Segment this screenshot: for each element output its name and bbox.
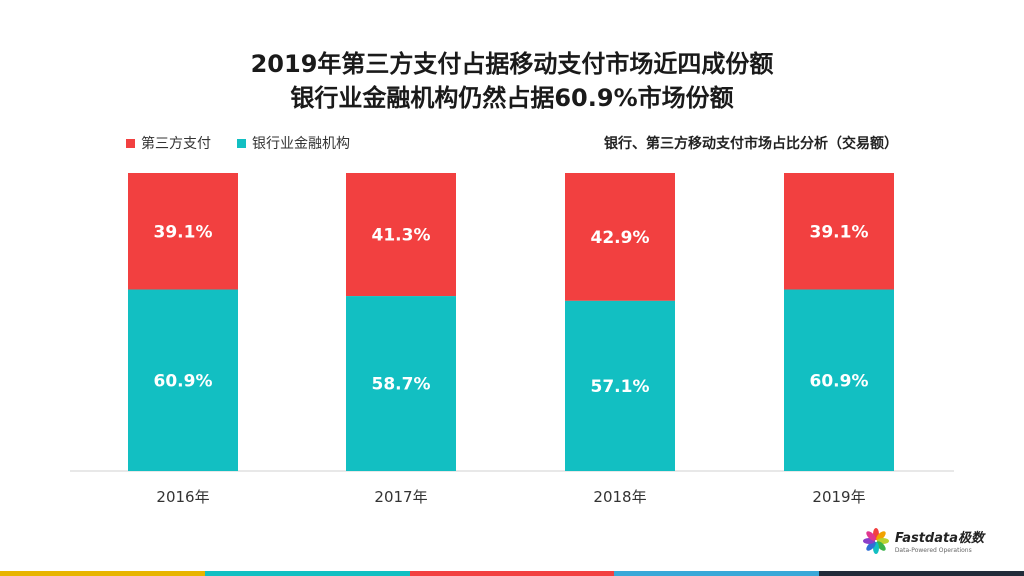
x-tick-label-4: 2019年 xyxy=(812,488,865,506)
legend-swatch-bank xyxy=(237,138,246,148)
data-label-third-party-2: 41.3% xyxy=(372,226,431,246)
data-label-bank-2: 58.7% xyxy=(372,375,431,395)
legend-label-bank: 银行业金融机构 xyxy=(252,136,350,152)
data-label-bank-3: 57.1% xyxy=(591,377,650,397)
legend-item-bank: 银行业金融机构 xyxy=(237,133,350,153)
chart-subtitle: 银行、第三方移动支付市场占比分析（交易额） xyxy=(604,136,898,152)
bar-third-party-1 xyxy=(128,173,238,290)
bar-bank-1 xyxy=(128,289,238,471)
legend: 第三方支付 银行业金融机构 xyxy=(126,133,350,153)
bottom-color-strip xyxy=(0,571,1024,576)
data-label-third-party-1: 39.1% xyxy=(154,222,213,242)
data-label-third-party-4: 39.1% xyxy=(810,222,869,242)
legend-item-third-party: 第三方支付 xyxy=(126,133,211,153)
bar-third-party-2 xyxy=(346,173,456,297)
logo-name: Fastdata极数 xyxy=(894,531,984,546)
bar-bank-4 xyxy=(784,289,894,471)
legend-swatch-third-party xyxy=(126,138,135,148)
pinwheel-logo-icon xyxy=(862,527,889,554)
data-label-bank-4: 60.9% xyxy=(810,371,869,391)
data-label-third-party-3: 42.9% xyxy=(591,228,650,248)
bar-third-party-4 xyxy=(784,173,894,290)
chart-title-line1: 2019年第三方支付占据移动支付市场近四成份额 xyxy=(250,50,774,78)
bar-bank-2 xyxy=(346,296,456,471)
x-tick-label-2: 2017年 xyxy=(374,488,427,506)
chart-title-line2: 银行业金融机构仍然占据60.9%市场份额 xyxy=(290,84,734,112)
bar-bank-3 xyxy=(565,300,675,471)
logo-tagline: Data-Powered Operations xyxy=(894,547,972,554)
x-tick-label-1: 2016年 xyxy=(156,488,209,506)
legend-label-third-party: 第三方支付 xyxy=(141,136,211,152)
logo: Fastdata极数 Data-Powered Operations xyxy=(862,527,984,554)
data-label-bank-1: 60.9% xyxy=(154,371,213,391)
x-tick-label-3: 2018年 xyxy=(593,488,646,506)
bar-third-party-3 xyxy=(565,173,675,301)
